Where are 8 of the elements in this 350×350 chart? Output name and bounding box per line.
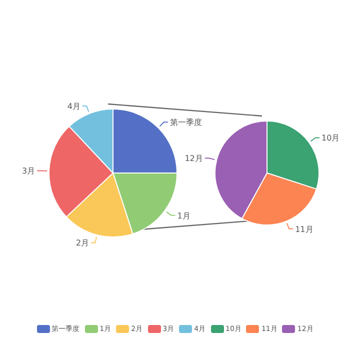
slice-label: 10月	[322, 134, 340, 143]
slice-label: 12月	[184, 154, 203, 164]
slice-label: 4月	[67, 102, 80, 112]
slice-label: 2月	[76, 238, 90, 248]
slice-label: 3月	[22, 166, 36, 176]
slice-label: 第一季度	[170, 118, 202, 128]
slice-label: 1月	[177, 211, 190, 220]
slice-label: 11月	[295, 224, 314, 234]
